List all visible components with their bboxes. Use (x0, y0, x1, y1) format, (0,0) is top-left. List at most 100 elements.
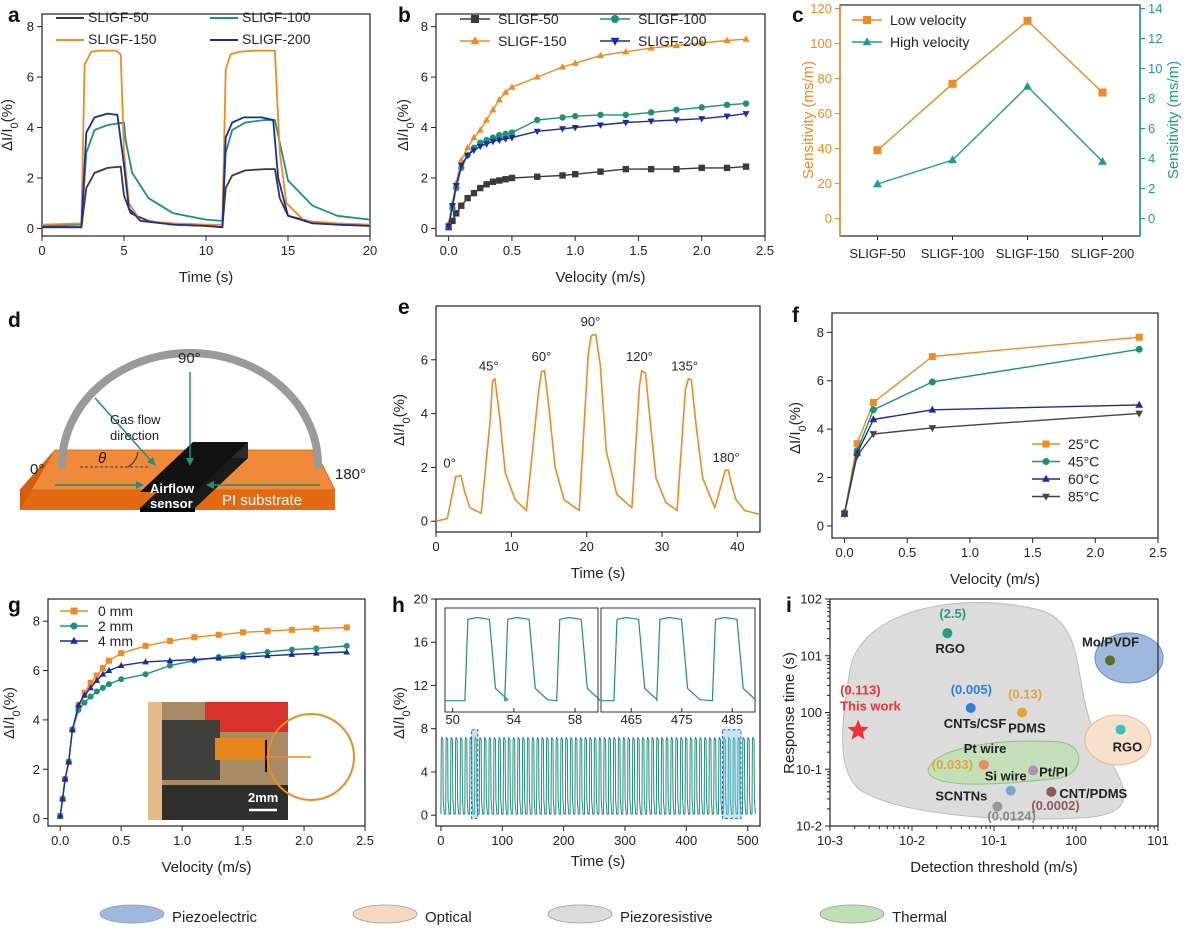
legend-marker (1042, 458, 1050, 465)
y-axis-label: Sensitivity (ms/m) (800, 61, 817, 179)
zoom-inset: 465 475 485 (600, 607, 757, 727)
y-tick-label: 0 (421, 221, 428, 236)
plot-frame (435, 305, 761, 533)
x-tick-label: 10 (504, 539, 518, 554)
data-point (1028, 765, 1039, 776)
x-tick-label: SLIGF-100 (921, 246, 985, 261)
x-tick-label: 100 (491, 833, 513, 848)
data-point (647, 109, 655, 116)
photo-dark-block (160, 720, 220, 780)
data-point (723, 164, 731, 172)
data-point (508, 174, 516, 182)
panel-letter: g (8, 594, 21, 617)
point-label: Pt/PI (1039, 765, 1068, 780)
panel-g: 0.0 0.5 1.0 1.5 2.0 2.5 0 2 4 6 8 r 2mm 0 mm2 mm4 mm V… (1, 594, 374, 876)
y-label-part: (%) (787, 402, 804, 425)
y-tick-label: 4 (817, 422, 824, 437)
y-tick-label: 4 (421, 120, 428, 135)
legend-label: 60°C (1068, 471, 1099, 487)
data-point (698, 104, 705, 111)
y-label-sub: 0 (405, 122, 417, 128)
data-point (869, 431, 878, 439)
y-label-part: ΔI/I (1, 716, 18, 739)
y-tick-label: 2 (421, 170, 428, 185)
legend-label: 85°C (1068, 489, 1099, 505)
legend-label: Piezoelectric (172, 909, 258, 926)
data-point (496, 177, 503, 184)
data-point (105, 666, 113, 673)
plot-frame (47, 598, 366, 827)
legend-label: 45°C (1068, 454, 1099, 470)
legend-marker (470, 36, 480, 45)
y2-tick-label: 6 (1148, 121, 1155, 136)
photo-base (160, 785, 288, 820)
x-tick-label: 2.5 (1149, 545, 1167, 560)
legend-marker (70, 636, 78, 644)
data-point (312, 649, 320, 656)
y-tick-label: 8 (421, 19, 428, 34)
data-point (483, 141, 491, 148)
data-point (448, 203, 456, 210)
data-point (723, 101, 731, 109)
series-line-SLIGF-200 (42, 112, 371, 229)
legend-label: Optical (425, 909, 472, 926)
data-point (742, 100, 750, 107)
x-tick-label: 0.0 (51, 833, 69, 848)
legend-label: SLIGF-50 (88, 9, 149, 25)
data-point (559, 126, 567, 133)
x-tick-label: SLIGF-150 (996, 246, 1060, 261)
legend-label: 2 mm (98, 618, 133, 634)
angle-label-90: 90° (178, 350, 201, 367)
point-label: PDMS (1008, 721, 1046, 736)
series-line-SLIGF-200 (448, 112, 747, 227)
highlight-window (471, 729, 479, 819)
data-point (928, 378, 936, 386)
x-axis-label: Velocity (m/s) (555, 269, 645, 286)
peak-angle-label: 0° (443, 455, 455, 470)
panel-letter: b (398, 4, 411, 27)
x-tick-label: 400 (676, 833, 698, 848)
data-point (742, 35, 750, 42)
data-point (1105, 655, 1116, 666)
y-label-part: (%) (391, 687, 408, 710)
optical-region (1084, 714, 1152, 766)
radius-label: r (294, 740, 299, 757)
y-tick-label: 120 (810, 1, 832, 16)
series-line-High velocity (877, 85, 1103, 185)
y-label-part: ΔI/I (787, 431, 804, 454)
x-tick-label: 20 (579, 539, 593, 554)
x-axis-label: Detection threshold (m/s) (910, 859, 1078, 876)
value-label: (0.0124) (987, 809, 1035, 824)
point-label: CNT/PDMS (1059, 786, 1127, 801)
data-point (942, 628, 953, 639)
data-point (56, 812, 64, 819)
y2-tick-label: 12 (1148, 31, 1162, 46)
data-point (81, 699, 88, 706)
data-point (288, 650, 296, 657)
y-tick-label: 80 (818, 71, 832, 86)
y-tick-label: 40 (818, 141, 832, 156)
y-tick-label: 20 (414, 592, 428, 607)
y-tick-label: 0 (33, 811, 40, 826)
y-label-part: (%) (395, 99, 412, 122)
y-axis-label: ΔI/I0(%) (1, 687, 23, 739)
y-tick-label: 20 (818, 176, 832, 191)
legend-ellipse (99, 904, 165, 924)
data-point (873, 146, 882, 155)
y-tick-label: 2 (27, 170, 34, 185)
legend-label: SLIGF-200 (638, 33, 707, 49)
angle-arc (58, 349, 322, 469)
panel-e: 0 10 20 30 4002460°45°60°90°120°135°180°Time… (391, 296, 761, 582)
point-label: RGO (935, 641, 965, 656)
data-point (288, 646, 295, 653)
point-label: RGO (1113, 740, 1143, 755)
y-tick-label: 0 (817, 518, 824, 533)
data-point (343, 648, 351, 655)
data-point (489, 106, 497, 113)
y-tick-label: 2 (33, 762, 40, 777)
y-tick-label: 12 (414, 678, 428, 693)
sensor-label: Airflow (150, 481, 195, 496)
data-point (647, 44, 655, 51)
y-tick-label: 6 (33, 663, 40, 678)
